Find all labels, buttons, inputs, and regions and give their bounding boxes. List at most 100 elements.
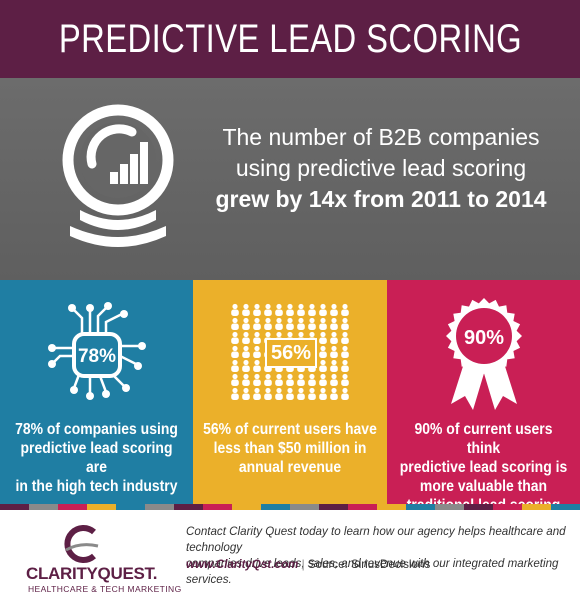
caption-line: 56% of current users have <box>203 421 377 438</box>
stripe-segment <box>29 504 58 510</box>
person-icon <box>297 387 305 400</box>
color-stripe <box>0 504 580 510</box>
panel-1-caption: 78% of companies using predictive lead s… <box>10 420 184 496</box>
hero-line-2: using predictive lead scoring <box>235 155 527 181</box>
person-icon <box>231 331 239 344</box>
person-icon <box>275 373 283 386</box>
person-icon <box>319 345 327 358</box>
footer: CLARITYQUEST. HEALTHCARE & TECH MARKETIN… <box>0 510 580 596</box>
stripe-segment <box>377 504 406 510</box>
person-icon <box>231 387 239 400</box>
hero-statement: The number of B2B companies using predic… <box>196 122 566 215</box>
person-icon <box>264 303 272 316</box>
person-icon <box>264 373 272 386</box>
stripe-segment <box>0 504 29 510</box>
chart-bar <box>130 154 138 184</box>
person-icon <box>242 317 250 330</box>
panel-3-badge: 90% <box>464 327 504 349</box>
stripe-segment <box>145 504 174 510</box>
stripe-segment <box>464 504 493 510</box>
person-icon <box>330 303 338 316</box>
stripe-segment <box>435 504 464 510</box>
person-icon <box>308 373 316 386</box>
person-icon <box>341 317 349 330</box>
person-icon <box>319 359 327 372</box>
person-icon <box>231 373 239 386</box>
panel-3-caption: 90% of current users think predictive le… <box>397 420 571 515</box>
person-icon <box>341 345 349 358</box>
source-text: Source: SiriusDecisions <box>307 558 431 571</box>
footer-blurb: Contact Clarity Quest today to learn how… <box>186 524 566 588</box>
stat-panel-high-tech: 78% 78% of companies using predictive le… <box>0 280 193 504</box>
website-link[interactable]: www.ClarityQst.com <box>186 558 299 571</box>
blurb-line-2: companies drive leads, sales, and revenu… <box>186 557 559 586</box>
person-icon <box>242 373 250 386</box>
person-icon <box>275 387 283 400</box>
person-icon <box>231 359 239 372</box>
caption-line: annual revenue <box>238 459 342 476</box>
panel-2-badge: 56% <box>265 338 317 368</box>
person-icon <box>297 317 305 330</box>
person-icon <box>330 387 338 400</box>
person-icon <box>330 373 338 386</box>
hero-line-1: The number of B2B companies <box>222 124 540 150</box>
header-banner: PREDICTIVE LEAD SCORING <box>0 0 580 78</box>
stat-panel-revenue: 56% 56% of current users have less than … <box>193 280 387 504</box>
hero-line-3: grew by 14x from 2011 to 2014 <box>215 186 547 212</box>
caption-line: predictive lead scoring are <box>20 440 173 476</box>
caption-line: less than $50 million in <box>213 440 367 457</box>
person-icon <box>242 359 250 372</box>
stripe-segment <box>522 504 551 510</box>
stripe-segment <box>116 504 145 510</box>
stripe-segment <box>203 504 232 510</box>
clarity-quest-swoosh-icon <box>64 525 99 563</box>
person-icon <box>253 317 261 330</box>
chart-bar <box>120 164 128 184</box>
person-icon <box>242 387 250 400</box>
panel-1-badge: 78% <box>78 346 116 367</box>
person-icon <box>286 303 294 316</box>
person-icon <box>308 317 316 330</box>
person-icon <box>253 331 261 344</box>
blurb-line-1: Contact Clarity Quest today to learn how… <box>186 525 566 554</box>
chart-bar <box>110 172 118 184</box>
hero-section: The number of B2B companies using predic… <box>0 78 580 280</box>
person-icon <box>253 345 261 358</box>
logo-name: CLARITYQUEST. <box>26 564 158 583</box>
person-icon <box>242 345 250 358</box>
person-icon <box>341 359 349 372</box>
person-icon <box>319 331 327 344</box>
stripe-segment <box>232 504 261 510</box>
caption-line: predictive lead scoring is <box>399 459 568 476</box>
person-icon <box>253 373 261 386</box>
circuit-chip-icon: 78% <box>48 302 146 400</box>
stripe-segment <box>406 504 435 510</box>
stripe-segment <box>551 504 580 510</box>
person-icon <box>319 373 327 386</box>
chart-bar <box>140 142 148 184</box>
person-icon <box>319 303 327 316</box>
caption-line: more valuable than <box>419 478 548 495</box>
person-icon <box>253 303 261 316</box>
separator: | <box>301 558 305 571</box>
person-icon <box>286 373 294 386</box>
footer-links: www.ClarityQst.com | Source: SiriusDecis… <box>186 558 430 571</box>
panel-2-caption: 56% of current users have less than $50 … <box>203 420 378 477</box>
person-icon <box>275 303 283 316</box>
person-icon <box>264 387 272 400</box>
clarity-quest-logo[interactable]: CLARITYQUEST. HEALTHCARE & TECH MARKETIN… <box>26 524 181 594</box>
person-icon <box>330 317 338 330</box>
person-icon <box>253 359 261 372</box>
person-icon <box>297 373 305 386</box>
person-icon <box>286 387 294 400</box>
award-ribbon-icon: 90% <box>446 298 522 410</box>
logo-tagline: HEALTHCARE & TECH MARKETING <box>28 584 182 594</box>
person-icon <box>264 317 272 330</box>
caption-line: in the high tech industry <box>15 478 178 495</box>
page-title: PREDICTIVE LEAD SCORING <box>58 16 522 61</box>
person-icon <box>242 303 250 316</box>
person-icon <box>341 303 349 316</box>
person-icon <box>231 317 239 330</box>
person-icon <box>275 317 283 330</box>
person-icon <box>341 373 349 386</box>
